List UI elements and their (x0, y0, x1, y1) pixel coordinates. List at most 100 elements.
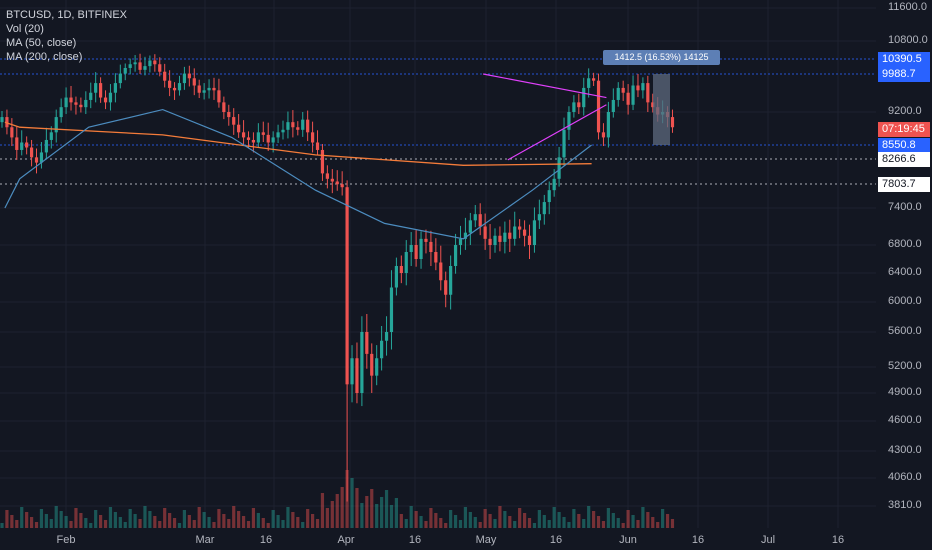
candle-body (261, 132, 265, 135)
candle-body (301, 119, 305, 130)
candle-body (601, 132, 606, 138)
candle-body (547, 190, 551, 203)
candle-body (39, 152, 44, 163)
volume-bar (128, 509, 132, 528)
candle-body (202, 90, 206, 93)
candle-body (128, 64, 132, 68)
candle-body (192, 78, 196, 86)
volume-bar (266, 523, 270, 528)
candle-body (99, 83, 103, 98)
volume-bar (256, 513, 260, 528)
volume-bar (222, 514, 226, 528)
volume-bar (286, 507, 290, 528)
volume-bar (251, 508, 256, 528)
volume-bar (34, 522, 39, 528)
volume-bar (246, 521, 251, 528)
volume-bar (74, 508, 78, 528)
volume-bar (5, 510, 9, 528)
volume-bar (133, 514, 137, 528)
volume-bar (557, 512, 561, 528)
volume-bar (414, 511, 418, 528)
volume-bar (572, 509, 576, 528)
volume-bar (138, 519, 142, 528)
price-axis-label: 6800.0 (888, 238, 922, 250)
symbol-title[interactable]: BTCUSD, 1D, BITFINEX (6, 9, 128, 21)
volume-bar (182, 510, 187, 528)
candle-body (478, 214, 482, 227)
volume-bar (488, 514, 492, 528)
volume-bar (123, 522, 127, 528)
candle-body (266, 134, 270, 143)
candle-body (577, 102, 581, 108)
candle-body (434, 252, 438, 263)
volume-bar (522, 513, 527, 528)
candle-body (10, 127, 14, 138)
triangle-trendline (483, 73, 607, 99)
volume-bar (187, 515, 191, 528)
ma200-indicator-label[interactable]: MA (200, close) (6, 51, 83, 63)
candle-body (153, 60, 157, 65)
candle-body (237, 124, 241, 133)
candle-body (227, 112, 231, 118)
price-tag: 10390.5 (878, 52, 930, 67)
candle-body (79, 104, 83, 108)
candle-body (212, 87, 216, 91)
candle-body (44, 139, 48, 153)
candle-body (444, 280, 448, 295)
candle-body (567, 112, 571, 130)
candle-body (64, 97, 68, 108)
volume-bar (631, 515, 635, 528)
volume-bar (508, 516, 512, 528)
price-axis-label: 10800.0 (888, 34, 928, 46)
volume-bar (44, 514, 48, 528)
volume-bar (394, 498, 398, 528)
time-axis-label: 16 (408, 534, 422, 546)
volume-bar (626, 510, 630, 528)
candle-body (522, 229, 527, 236)
volume-bar (69, 521, 73, 528)
candle-body (636, 85, 640, 91)
price-axis-label: 4600.0 (888, 414, 922, 426)
candle-body (143, 66, 147, 70)
candle-body (25, 142, 29, 148)
candle-body (488, 238, 492, 245)
volume-bar (49, 519, 53, 528)
volume-bar (296, 517, 300, 528)
volume-indicator-label[interactable]: Vol (20) (6, 23, 44, 35)
volume-bar (656, 522, 660, 528)
candle-body (306, 119, 310, 133)
volume-bar (532, 523, 537, 528)
volume-bar (25, 512, 29, 528)
volume-bar (542, 515, 546, 528)
candle-body (197, 85, 201, 93)
volume-bar (537, 510, 541, 528)
volume-bar (404, 519, 408, 528)
volume-bar (384, 490, 389, 528)
candle-body (582, 87, 586, 108)
candle-body (20, 142, 24, 150)
measure-tool-label[interactable]: 1412.5 (16.53%) 14125 (603, 50, 720, 65)
candle-body (360, 332, 364, 393)
volume-bar (641, 507, 645, 528)
volume-bar (463, 507, 468, 528)
volume-bar (237, 511, 241, 528)
candle-body (646, 83, 650, 103)
candle-body (562, 129, 566, 158)
candle-body (251, 139, 256, 143)
volume-bar (192, 520, 196, 528)
volume-bar (212, 522, 216, 528)
candle-body (59, 107, 63, 118)
volume-bar (503, 511, 507, 528)
volume-bar (621, 523, 625, 528)
volume-bar (449, 510, 453, 528)
ma50-indicator-label[interactable]: MA (50, close) (6, 37, 77, 49)
candle-body (177, 83, 182, 91)
candle-body (518, 226, 522, 230)
volume-bar (281, 520, 285, 528)
candle-body (123, 67, 127, 74)
candle-body (670, 117, 675, 128)
candle-body (163, 71, 167, 81)
volume-bar (202, 512, 206, 528)
ma50-line (4, 108, 592, 240)
